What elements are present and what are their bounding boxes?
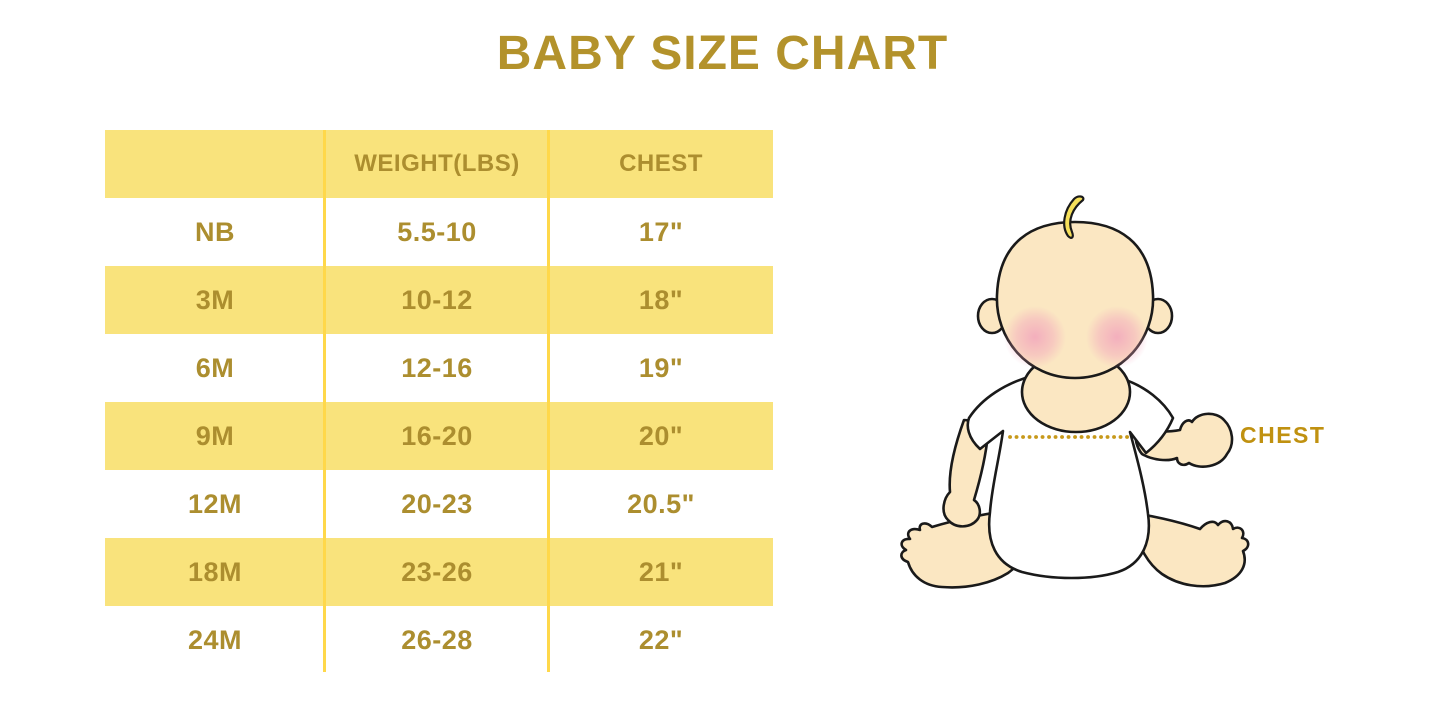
size-table: WEIGHT(LBS) CHEST NB 5.5-10 17" 3M 10-12…	[105, 130, 773, 674]
chest-cell: 22"	[638, 624, 684, 655]
table-row: NB 5.5-10 17"	[105, 198, 773, 266]
baby-right-arm-fist	[1134, 412, 1234, 468]
weight-cell: 23-26	[401, 556, 473, 587]
column-header-weight: WEIGHT(LBS)	[354, 150, 520, 177]
weight-cell: 20-23	[401, 488, 473, 519]
table-row: 24M 26-28 22"	[105, 606, 773, 674]
table-row: 6M 12-16 19"	[105, 334, 773, 402]
baby-illustration	[900, 195, 1250, 589]
chest-cell: 17"	[638, 216, 684, 247]
size-cell: 12M	[187, 488, 243, 519]
chest-cell: 19"	[638, 352, 684, 383]
size-cell: NB	[195, 216, 235, 247]
table-row: 18M 23-26 21"	[105, 538, 773, 606]
size-cell: 24M	[187, 624, 243, 655]
column-divider	[323, 130, 326, 672]
column-header-size	[105, 130, 325, 198]
weight-cell: 10-12	[401, 284, 473, 315]
weight-cell: 16-20	[401, 420, 473, 451]
column-header-chest: CHEST	[619, 150, 703, 177]
size-cell: 18M	[187, 556, 243, 587]
baby-left-blush	[1004, 306, 1066, 368]
table-row: 12M 20-23 20.5"	[105, 470, 773, 538]
baby-hair-tuft	[1063, 195, 1085, 239]
baby-onesie	[966, 371, 1175, 580]
chest-measurement-label: CHEST	[1240, 422, 1326, 448]
chest-cell: 20"	[638, 420, 684, 451]
chest-cell: 20.5"	[627, 488, 695, 519]
table-row: 9M 16-20 20"	[105, 402, 773, 470]
baby-right-leg	[1118, 510, 1250, 588]
chest-cell: 21"	[638, 556, 684, 587]
size-cell: 3M	[195, 284, 235, 315]
weight-cell: 26-28	[401, 624, 473, 655]
baby-right-blush	[1086, 306, 1148, 368]
chest-cell: 18"	[638, 284, 684, 315]
page-title: BABY SIZE CHART	[496, 27, 949, 80]
table-row: 3M 10-12 18"	[105, 266, 773, 334]
weight-cell: 5.5-10	[397, 216, 477, 247]
column-divider	[547, 130, 550, 672]
size-cell: 6M	[195, 352, 235, 383]
table-header-row: WEIGHT(LBS) CHEST	[105, 130, 773, 198]
weight-cell: 12-16	[401, 352, 473, 383]
size-cell: 9M	[195, 420, 235, 451]
